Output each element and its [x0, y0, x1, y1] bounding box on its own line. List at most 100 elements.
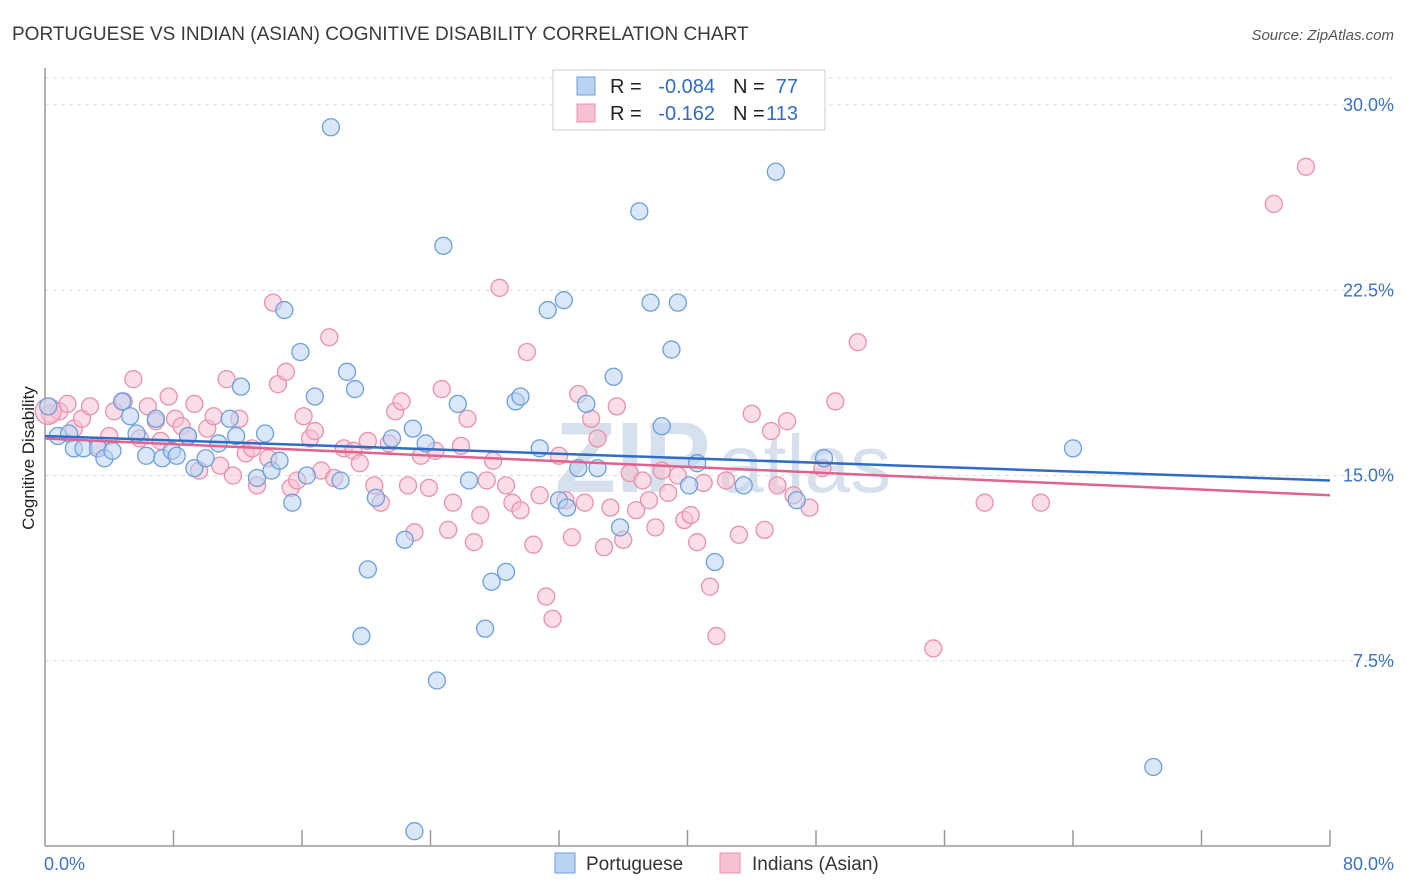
indians-asian-point: [464, 533, 484, 552]
portuguese-point: [787, 491, 806, 510]
indians-asian-point: [398, 476, 418, 495]
portuguese-point: [283, 493, 302, 512]
portuguese-point: [557, 498, 577, 517]
portuguese-point: [641, 293, 660, 312]
portuguese-point: [103, 441, 122, 460]
indians-asian-point: [443, 493, 463, 512]
portuguese-point: [662, 340, 681, 359]
x-tick-label-min: 0.0%: [44, 854, 85, 874]
indians-asian-point: [185, 394, 204, 414]
portuguese-point: [705, 552, 724, 572]
legend-n-label-1: N =: [733, 76, 765, 98]
portuguese-point: [416, 434, 435, 453]
indians-asian-point: [761, 421, 781, 441]
portuguese-point: [382, 429, 402, 448]
portuguese-point: [39, 397, 58, 416]
indians-asian-point: [707, 626, 726, 646]
indians-asian-point: [511, 500, 530, 520]
legend-n-label-2: N =: [733, 103, 765, 125]
indians-asian-point: [524, 535, 543, 554]
portuguese-points: [39, 118, 1163, 841]
indians-asian-point: [217, 370, 236, 389]
portuguese-point: [137, 446, 156, 465]
watermark: ZIP atlas: [555, 402, 891, 514]
portuguese-trend-line: [44, 434, 1331, 482]
indians-asian-point: [729, 525, 749, 544]
portuguese-point: [291, 342, 310, 362]
indians-asian-point: [633, 471, 652, 490]
indians-asian-point: [975, 493, 994, 512]
legend-swatch-portuguese: [576, 76, 596, 96]
stats-legend-box: [552, 69, 826, 131]
indians-asian-point: [276, 362, 296, 381]
bottom-legend-swatch-indians: [719, 852, 741, 874]
portuguese-point: [247, 468, 267, 488]
legend-r-value-1: -0.084: [658, 76, 715, 98]
portuguese-point: [405, 822, 424, 841]
portuguese-point: [112, 392, 132, 411]
portuguese-point: [427, 671, 447, 690]
portuguese-point: [321, 118, 341, 137]
indians-asian-point: [320, 328, 339, 347]
indians-asian-point: [646, 518, 665, 537]
portuguese-point: [120, 407, 140, 426]
indians-asian-point: [607, 397, 626, 416]
portuguese-point: [511, 387, 530, 406]
portuguese-point: [403, 419, 422, 438]
indians-asian-point: [562, 528, 581, 547]
indians-asian-point: [755, 520, 774, 540]
x-axis-ticks: [172, 830, 1331, 846]
indians-asian-point: [124, 370, 143, 389]
source-label: Source: ZipAtlas.com: [1251, 27, 1394, 44]
indians-asian-point: [490, 278, 509, 297]
indians-asian-point: [826, 392, 845, 411]
portuguese-point: [352, 626, 371, 646]
portuguese-point: [459, 471, 479, 490]
portuguese-point: [577, 394, 596, 414]
indians-asian-point: [439, 520, 458, 540]
indians-asian-point: [496, 476, 516, 495]
portuguese-point: [366, 488, 386, 507]
portuguese-point: [679, 476, 699, 495]
portuguese-point: [475, 619, 495, 638]
indians-asian-point: [659, 483, 678, 502]
indians-asian-point: [1264, 194, 1283, 213]
stats-legend: R = -0.084 N = 77 R = -0.162 N = 113: [552, 69, 826, 131]
y-axis-tick-labels: 7.5% 15.0% 22.5% 30.0%: [1343, 95, 1394, 671]
portuguese-point: [448, 394, 467, 414]
grid-lines: [45, 77, 1392, 662]
indians-asian-point: [80, 397, 100, 416]
indians-asian-point: [392, 392, 411, 411]
indians-asian-point: [458, 409, 477, 428]
legend-r-value-2: -0.162: [658, 103, 715, 125]
portuguese-point: [226, 426, 246, 446]
portuguese-point: [275, 300, 294, 320]
indians-asian-point: [681, 505, 700, 525]
indians-asian-point: [543, 609, 562, 628]
portuguese-point: [358, 560, 378, 579]
y-axis-label: Cognitive Disability: [19, 386, 38, 530]
trend-lines: [44, 434, 1331, 497]
legend-n-value-2: 113: [766, 103, 798, 125]
indians-asian-point: [716, 471, 736, 490]
bottom-legend-swatch-portuguese: [554, 852, 576, 874]
portuguese-point: [1144, 757, 1163, 777]
portuguese-point: [297, 466, 316, 485]
portuguese-point: [395, 530, 414, 549]
indians-asian-point: [742, 404, 761, 423]
indians-asian-point: [530, 486, 549, 505]
x-tick-label-max: 80.0%: [1343, 854, 1394, 874]
indians-asian-point: [1296, 157, 1316, 176]
portuguese-point: [231, 377, 251, 396]
legend-swatch-indians: [576, 103, 596, 123]
portuguese-point: [337, 362, 357, 381]
bottom-legend-indians: Indians (Asian): [752, 854, 879, 875]
indians-asian-point: [477, 471, 496, 490]
legend-r-label-2: R =: [610, 103, 642, 125]
portuguese-point: [538, 300, 557, 320]
portuguese-point: [167, 446, 186, 465]
portuguese-point: [305, 387, 325, 406]
portuguese-point: [196, 449, 215, 468]
indians-asian-point: [358, 431, 378, 451]
